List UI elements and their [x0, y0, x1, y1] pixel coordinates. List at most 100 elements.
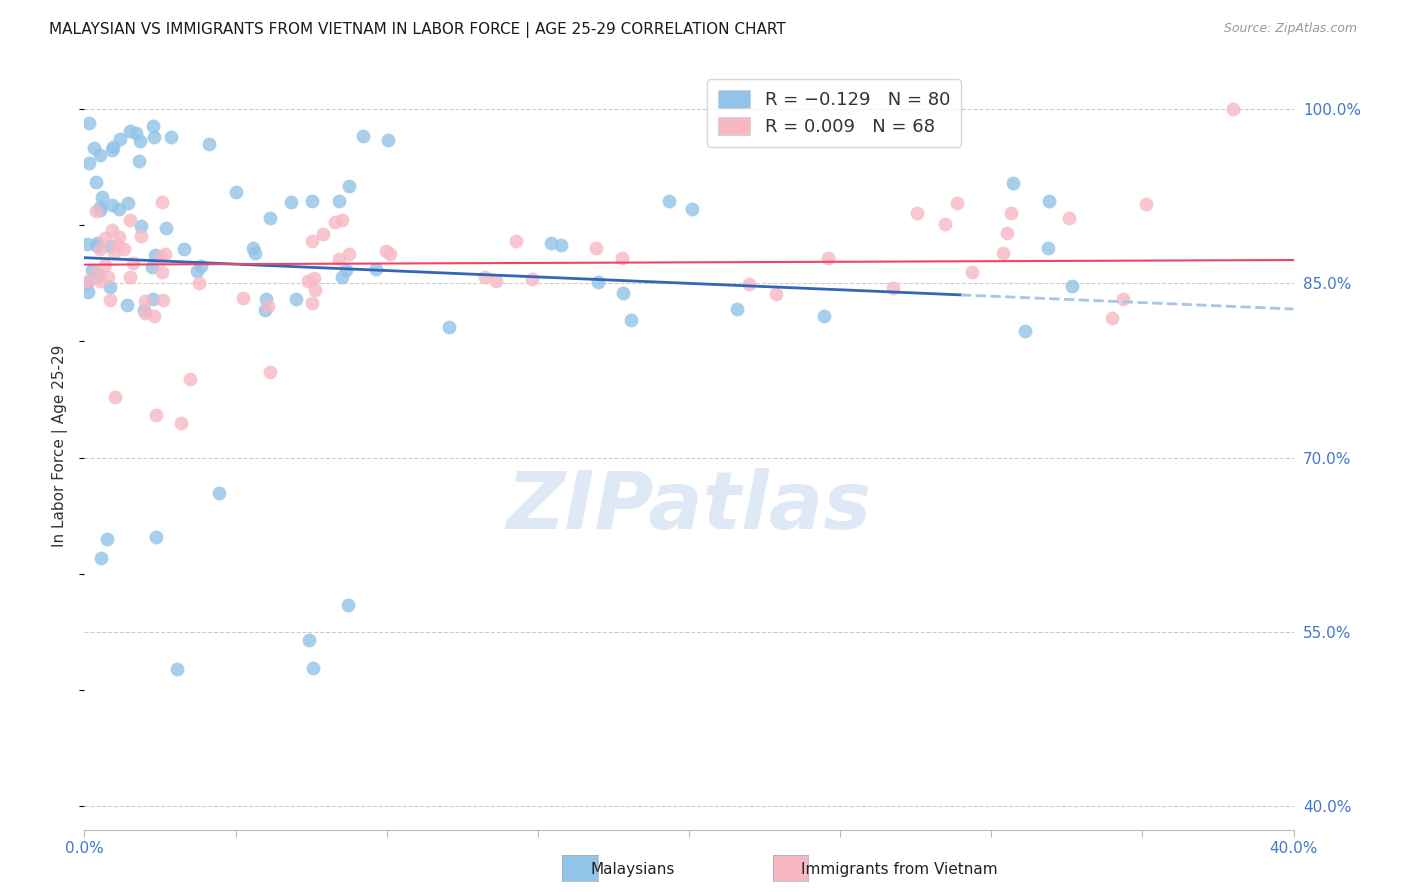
Point	[610, 251, 633, 265]
Point	[93, 258, 115, 272]
Point	[100, 239, 122, 253]
Point	[100, 222, 122, 236]
Point	[125, 127, 148, 141]
Point	[96, 532, 118, 546]
Point	[302, 271, 325, 285]
Point	[259, 365, 281, 379]
Point	[474, 270, 496, 285]
Point	[77, 285, 100, 299]
Point	[242, 241, 264, 255]
Point	[150, 250, 173, 264]
Point	[94, 231, 117, 245]
Point	[89, 242, 111, 256]
Point	[86, 236, 108, 251]
Point	[328, 252, 350, 266]
Point	[658, 194, 681, 208]
Point	[86, 239, 108, 253]
Point	[1000, 206, 1022, 220]
Point	[103, 246, 125, 260]
Point	[83, 141, 105, 155]
Point	[143, 310, 166, 324]
Point	[170, 416, 193, 430]
Point	[90, 551, 112, 566]
Point	[79, 116, 101, 130]
Point	[115, 298, 138, 312]
Point	[505, 234, 527, 248]
Point	[208, 485, 231, 500]
Point	[89, 148, 111, 162]
Point	[304, 283, 326, 297]
Point	[187, 276, 209, 290]
Point	[232, 291, 254, 305]
Point	[1101, 310, 1123, 325]
Point	[155, 246, 177, 260]
Point	[84, 203, 107, 218]
Legend: R = −0.129   N = 80, R = 0.009   N = 68: R = −0.129 N = 80, R = 0.009 N = 68	[707, 79, 962, 146]
Point	[134, 302, 156, 317]
Point	[76, 276, 98, 290]
Point	[352, 128, 374, 143]
Point	[1062, 278, 1084, 293]
Point	[98, 293, 121, 307]
Point	[301, 234, 323, 248]
Point	[141, 260, 163, 274]
Point	[259, 211, 281, 226]
Point	[97, 269, 120, 284]
Point	[297, 274, 319, 288]
Point	[256, 299, 278, 313]
Point	[323, 215, 346, 229]
Point	[905, 206, 928, 220]
Point	[166, 662, 188, 676]
Point	[160, 129, 183, 144]
Point	[378, 247, 401, 261]
Point	[89, 203, 111, 218]
Point	[143, 248, 166, 262]
Point	[681, 202, 703, 217]
Point	[87, 268, 110, 283]
Point	[108, 202, 131, 216]
Point	[89, 274, 111, 288]
Point	[765, 287, 787, 301]
Point	[101, 140, 124, 154]
Point	[337, 247, 360, 261]
Point	[882, 281, 904, 295]
Point	[77, 274, 100, 288]
Point	[962, 265, 984, 279]
Point	[104, 390, 127, 404]
Point	[298, 633, 321, 648]
Point	[301, 661, 323, 675]
Point	[585, 241, 607, 255]
Point	[131, 229, 153, 244]
Point	[91, 190, 114, 204]
Point	[312, 227, 335, 241]
Point	[76, 236, 98, 251]
Point	[190, 259, 212, 273]
Point	[437, 320, 460, 334]
Point	[520, 272, 543, 286]
Point	[813, 310, 835, 324]
Point	[1222, 102, 1244, 116]
Point	[285, 292, 308, 306]
Point	[145, 408, 167, 422]
Point	[485, 274, 508, 288]
Point	[586, 275, 609, 289]
Point	[120, 269, 142, 284]
Point	[117, 196, 139, 211]
Point	[817, 251, 839, 265]
Point	[301, 296, 323, 310]
Point	[550, 238, 572, 252]
Point	[1057, 211, 1080, 225]
Point	[142, 293, 165, 307]
Point	[337, 598, 360, 612]
Point	[173, 242, 195, 256]
Point	[150, 265, 173, 279]
Point	[540, 235, 562, 250]
Point	[142, 119, 165, 133]
Point	[142, 129, 165, 144]
Point	[108, 132, 131, 146]
Point	[934, 218, 956, 232]
Text: Source: ZipAtlas.com: Source: ZipAtlas.com	[1223, 22, 1357, 36]
Point	[995, 226, 1018, 240]
Point	[155, 221, 177, 235]
Point	[725, 302, 748, 317]
